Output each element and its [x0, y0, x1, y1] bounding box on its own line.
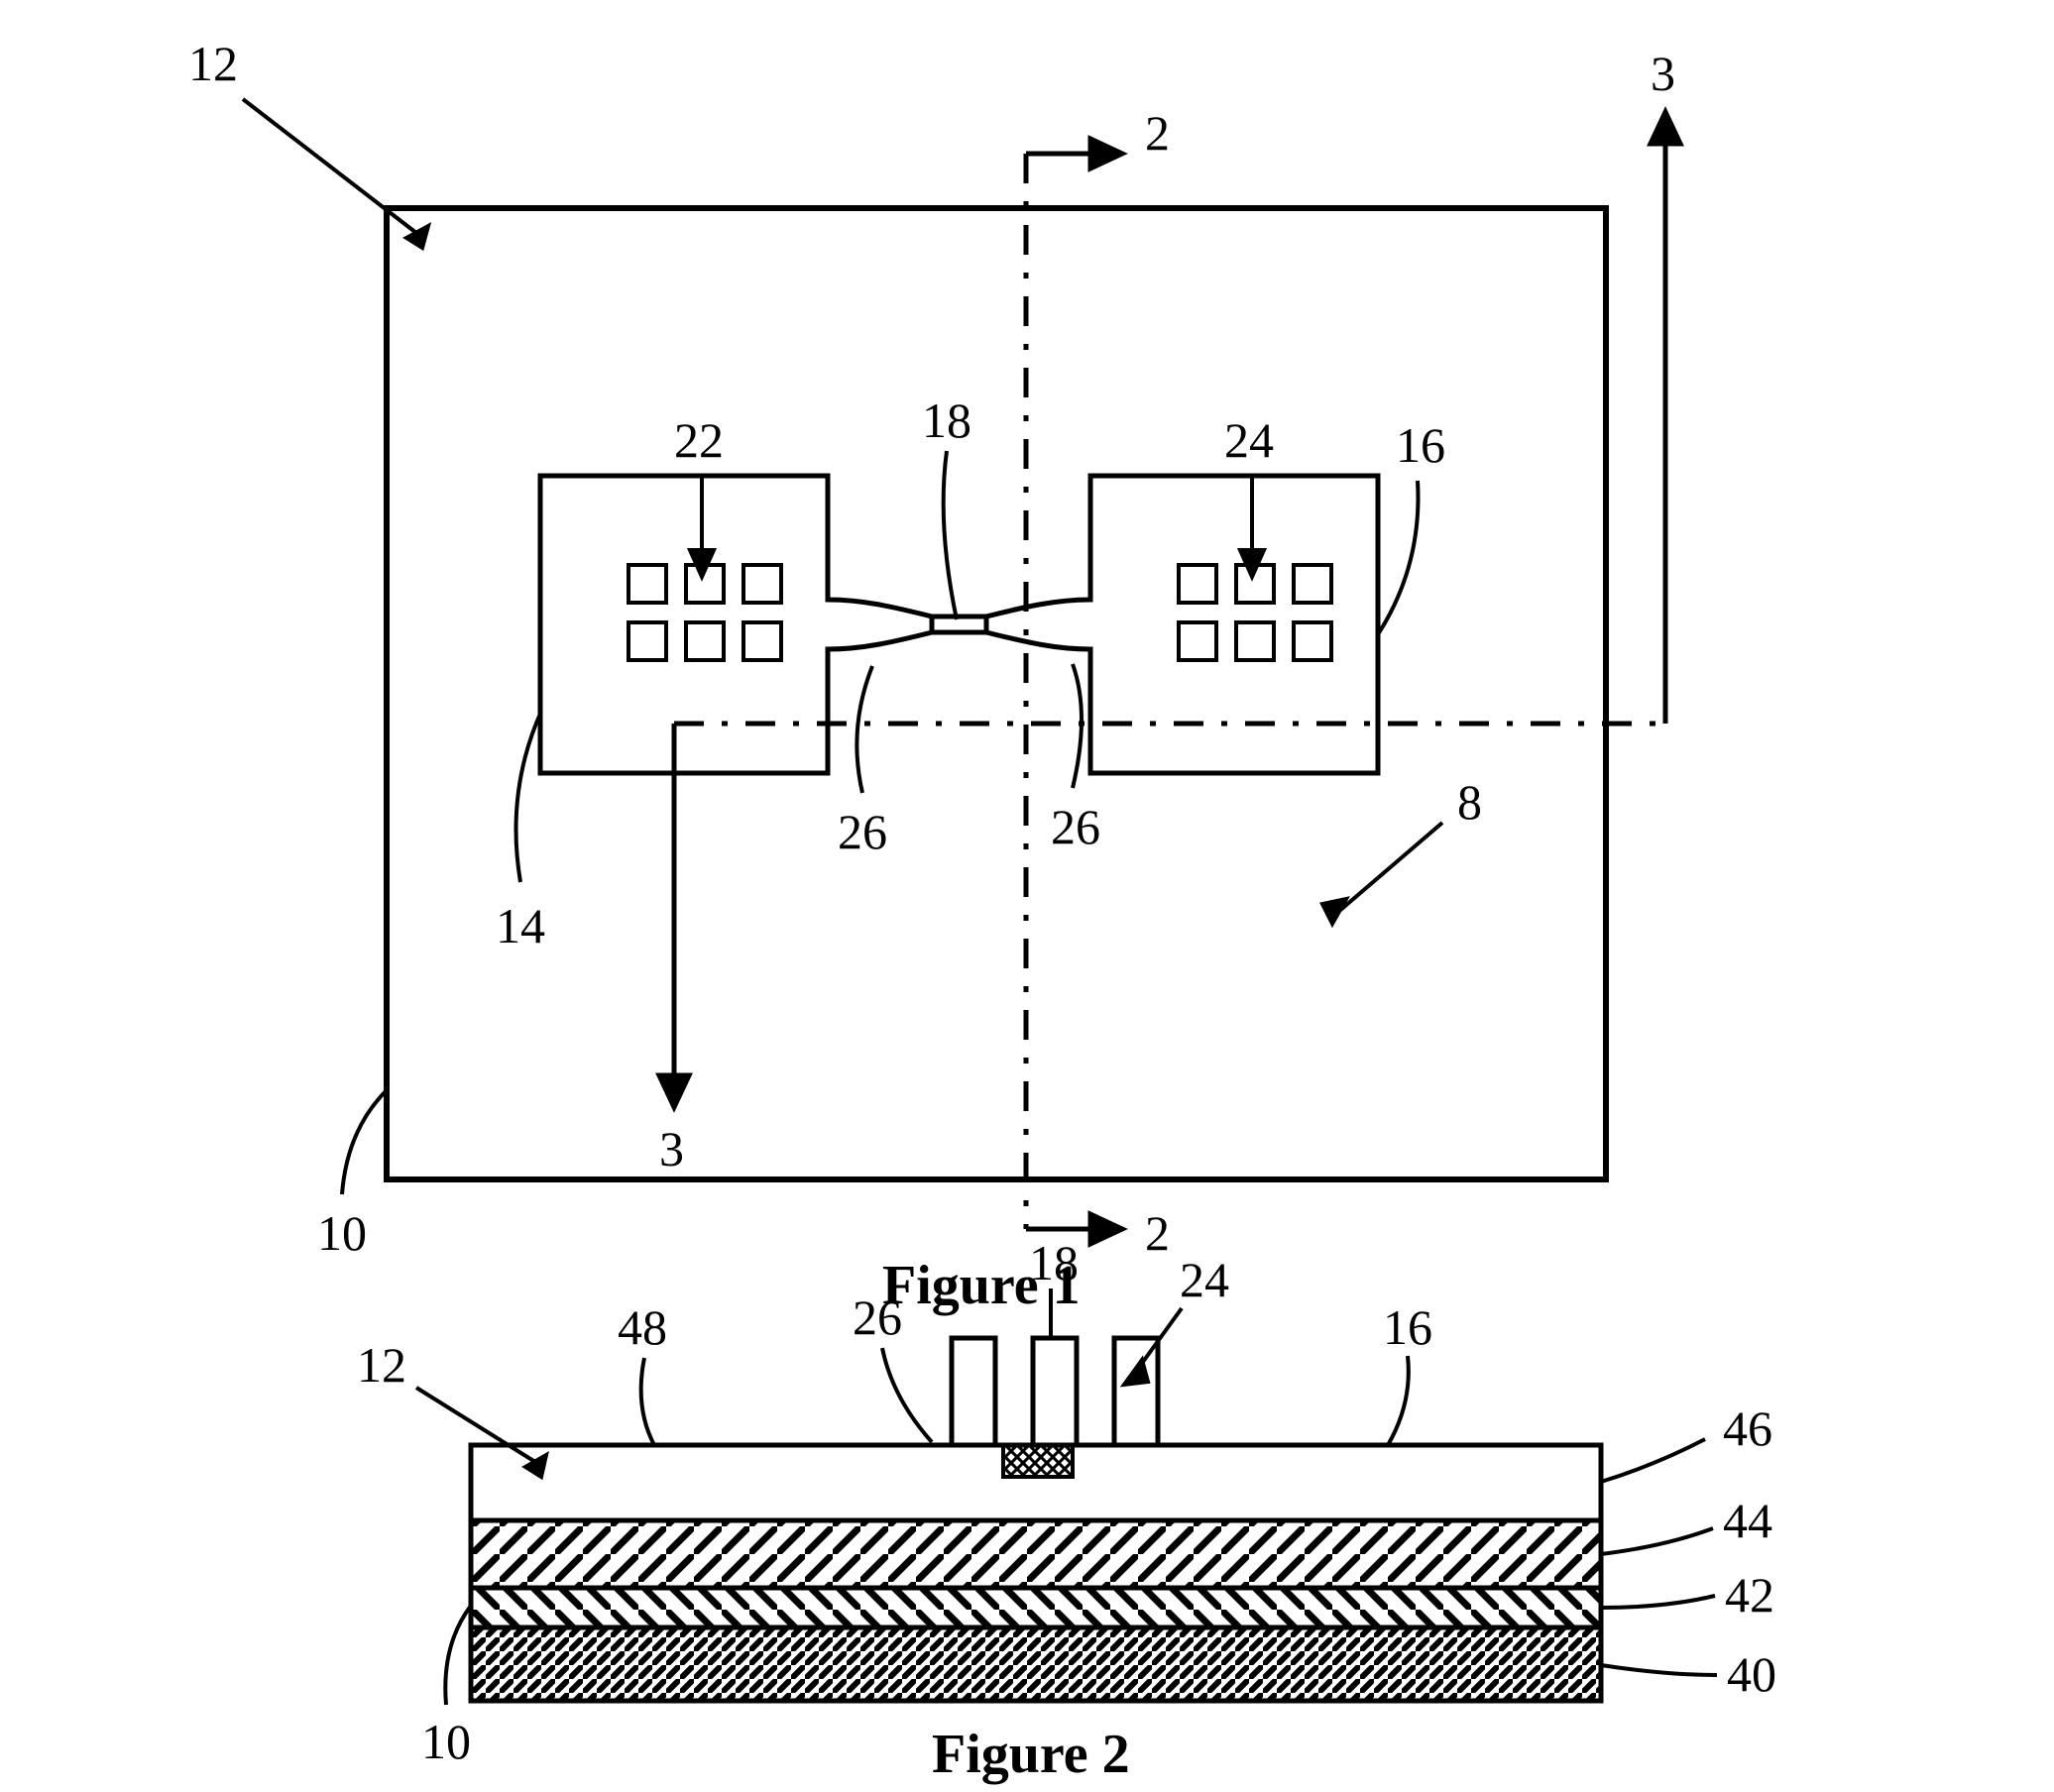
fig2-layer-40 [471, 1627, 1601, 1701]
fig2-layer-44 [471, 1520, 1601, 1588]
fig2-crosshatch [1003, 1445, 1073, 1477]
fig2-posts [952, 1338, 1158, 1445]
fig2-layer-42 [471, 1588, 1601, 1627]
figure-2-svg [0, 0, 2054, 1792]
